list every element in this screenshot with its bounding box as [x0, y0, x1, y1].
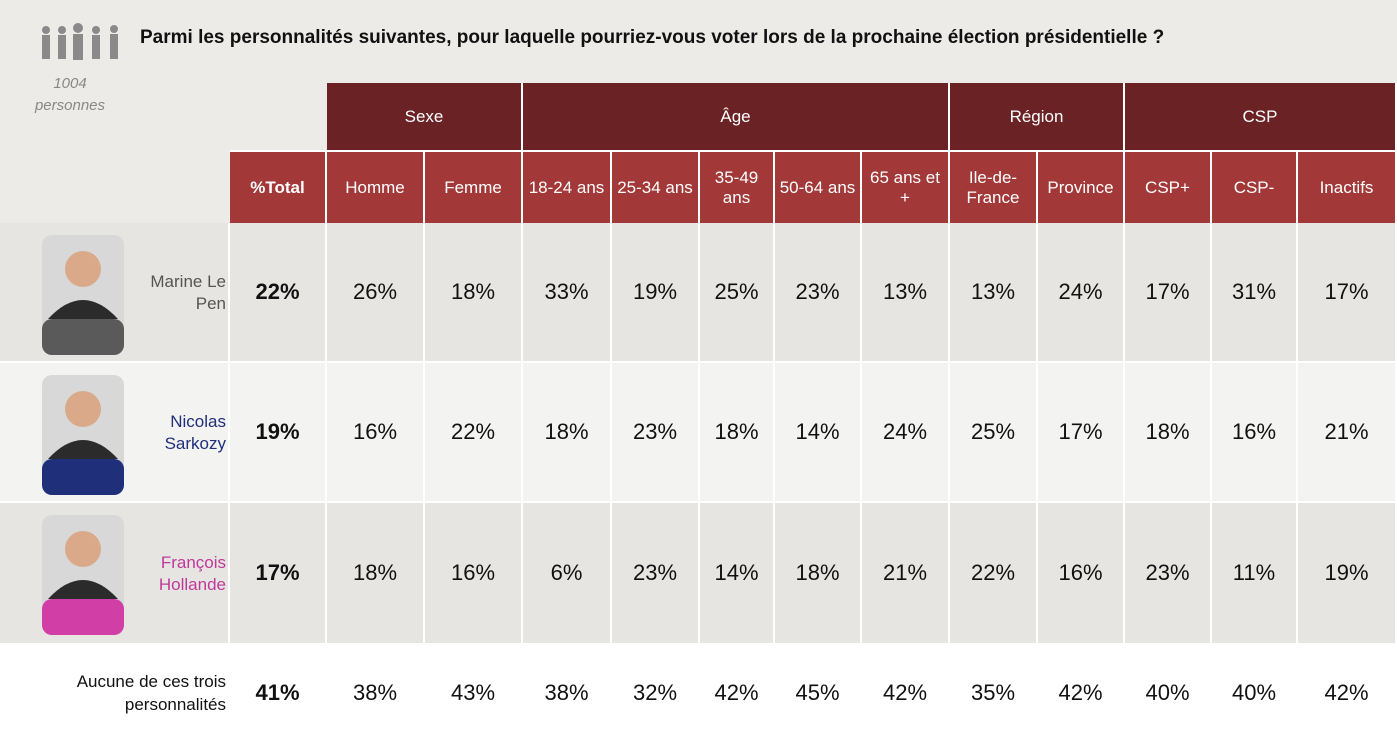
value-cell: 19%	[612, 223, 700, 363]
value-cell: 25%	[700, 223, 775, 363]
value-cell: 41%	[230, 645, 327, 742]
column-header: 65 ans et +	[862, 150, 950, 223]
value-cell: 19%	[230, 363, 327, 503]
value-cell: 40%	[1125, 645, 1212, 742]
people-icon	[38, 22, 128, 64]
row-label: Nicolas Sarkozy	[0, 363, 230, 503]
value-cell: 42%	[700, 645, 775, 742]
value-cell: 45%	[775, 645, 862, 742]
value-cell: 13%	[950, 223, 1038, 363]
group-header: Sexe	[327, 83, 523, 150]
column-header: Homme	[327, 150, 425, 223]
value-cell: 17%	[1038, 363, 1125, 503]
group-header: CSP	[1125, 83, 1397, 150]
value-cell: 14%	[775, 363, 862, 503]
column-header: 35-49 ans	[700, 150, 775, 223]
column-header: Femme	[425, 150, 523, 223]
value-cell: 40%	[1212, 645, 1298, 742]
value-cell: 38%	[327, 645, 425, 742]
value-cell: 6%	[523, 503, 612, 645]
value-cell: 33%	[523, 223, 612, 363]
value-cell: 23%	[775, 223, 862, 363]
column-header: 50-64 ans	[775, 150, 862, 223]
row-label: François Hollande	[0, 503, 230, 645]
column-header: Province	[1038, 150, 1125, 223]
value-cell: 16%	[327, 363, 425, 503]
value-cell: 22%	[230, 223, 327, 363]
value-cell: 16%	[1038, 503, 1125, 645]
value-cell: 16%	[425, 503, 523, 645]
row-label: Aucune de ces trois personnalités	[0, 645, 230, 742]
column-header: CSP+	[1125, 150, 1212, 223]
value-cell: 32%	[612, 645, 700, 742]
group-header: Région	[950, 83, 1125, 150]
column-header: %Total	[230, 150, 327, 223]
value-cell: 38%	[523, 645, 612, 742]
value-cell: 42%	[862, 645, 950, 742]
column-header: Inactifs	[1298, 150, 1397, 223]
column-header: 25-34 ans	[612, 150, 700, 223]
value-cell: 16%	[1212, 363, 1298, 503]
value-cell: 42%	[1038, 645, 1125, 742]
value-cell: 25%	[950, 363, 1038, 503]
value-cell: 43%	[425, 645, 523, 742]
value-cell: 17%	[1298, 223, 1397, 363]
value-cell: 18%	[523, 363, 612, 503]
value-cell: 18%	[700, 363, 775, 503]
value-cell: 23%	[612, 363, 700, 503]
value-cell: 14%	[700, 503, 775, 645]
value-cell: 18%	[775, 503, 862, 645]
value-cell: 13%	[862, 223, 950, 363]
value-cell: 31%	[1212, 223, 1298, 363]
column-header: Ile-de-France	[950, 150, 1038, 223]
value-cell: 21%	[862, 503, 950, 645]
title: Parmi les personnalités suivantes, pour …	[140, 20, 1164, 56]
value-cell: 24%	[862, 363, 950, 503]
column-header: 18-24 ans	[523, 150, 612, 223]
value-cell: 42%	[1298, 645, 1397, 742]
value-cell: 35%	[950, 645, 1038, 742]
page: Parmi les personnalités suivantes, pour …	[0, 0, 1397, 742]
value-cell: 11%	[1212, 503, 1298, 645]
value-cell: 19%	[1298, 503, 1397, 645]
sample-count: 1004	[20, 72, 120, 94]
value-cell: 24%	[1038, 223, 1125, 363]
value-cell: 22%	[425, 363, 523, 503]
value-cell: 17%	[230, 503, 327, 645]
group-header: Âge	[523, 83, 950, 150]
value-cell: 17%	[1125, 223, 1212, 363]
sample-label: personnes	[20, 94, 120, 116]
row-label: Marine Le Pen	[0, 223, 230, 363]
value-cell: 18%	[1125, 363, 1212, 503]
value-cell: 23%	[1125, 503, 1212, 645]
value-cell: 21%	[1298, 363, 1397, 503]
value-cell: 26%	[327, 223, 425, 363]
value-cell: 18%	[425, 223, 523, 363]
value-cell: 23%	[612, 503, 700, 645]
value-cell: 18%	[327, 503, 425, 645]
value-cell: 22%	[950, 503, 1038, 645]
column-header: CSP-	[1212, 150, 1298, 223]
